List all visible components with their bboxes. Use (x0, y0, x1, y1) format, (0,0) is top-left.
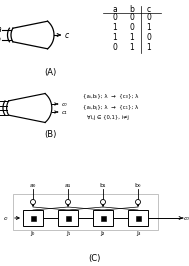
Text: 1: 1 (147, 23, 151, 32)
Text: (A): (A) (44, 68, 56, 77)
Text: {aᵢ,bᵢ}; λ  →  {c₀}; λ: {aᵢ,bᵢ}; λ → {c₀}; λ (83, 94, 138, 98)
Text: b: b (130, 5, 134, 14)
Text: 0: 0 (130, 14, 134, 23)
Text: c₀: c₀ (184, 215, 189, 221)
Text: cᵢ: cᵢ (4, 215, 9, 221)
Bar (58, 210, 78, 226)
Text: (C): (C) (88, 253, 100, 263)
Text: a₀: a₀ (30, 183, 36, 188)
Text: 1: 1 (113, 23, 117, 32)
Circle shape (101, 200, 105, 205)
Text: 1: 1 (130, 44, 134, 52)
Text: a: a (113, 5, 117, 14)
Text: a: a (0, 26, 1, 35)
Bar (101, 215, 105, 221)
Text: J₂: J₂ (101, 231, 105, 236)
Text: 0: 0 (113, 14, 117, 23)
Text: 1: 1 (113, 34, 117, 43)
Text: c₁: c₁ (62, 110, 67, 114)
Bar (30, 215, 36, 221)
Text: 0: 0 (130, 23, 134, 32)
Text: 0: 0 (113, 44, 117, 52)
Text: J₀: J₀ (31, 231, 35, 236)
Text: a₁: a₁ (65, 183, 71, 188)
Circle shape (136, 200, 140, 205)
Text: 0: 0 (146, 14, 151, 23)
Circle shape (66, 200, 70, 205)
Text: c: c (65, 31, 69, 39)
Text: b: b (0, 35, 1, 44)
Text: 1: 1 (147, 44, 151, 52)
Bar (23, 210, 43, 226)
Bar (93, 210, 113, 226)
Text: J₁: J₁ (66, 231, 70, 236)
Circle shape (30, 200, 36, 205)
Text: b₁: b₁ (100, 183, 106, 188)
Bar (128, 210, 148, 226)
Text: c₀: c₀ (62, 102, 67, 106)
Text: b₀: b₀ (135, 183, 141, 188)
Text: ∀i,j ∈ {0,1}, i≠j: ∀i,j ∈ {0,1}, i≠j (87, 114, 129, 119)
Text: J₃: J₃ (136, 231, 140, 236)
Text: 0: 0 (146, 34, 151, 43)
Bar (66, 215, 70, 221)
Text: {aᵢ,bⱼ}; λ  →  {c₁}; λ: {aᵢ,bⱼ}; λ → {c₁}; λ (83, 105, 138, 110)
Text: c: c (147, 5, 151, 14)
Bar (13, 194, 158, 230)
Text: (B): (B) (44, 131, 56, 139)
Text: 1: 1 (130, 34, 134, 43)
Bar (136, 215, 140, 221)
